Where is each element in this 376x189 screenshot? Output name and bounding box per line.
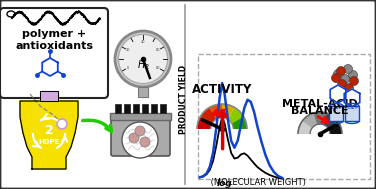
Text: 60: 60 <box>156 48 160 52</box>
Circle shape <box>115 31 171 87</box>
Text: 80: 80 <box>156 66 160 70</box>
Circle shape <box>135 126 145 136</box>
Text: ACTIVITY: ACTIVITY <box>192 83 252 96</box>
Bar <box>329 106 343 121</box>
Circle shape <box>140 137 150 147</box>
Circle shape <box>129 133 139 143</box>
Text: 20: 20 <box>126 48 130 52</box>
Circle shape <box>57 119 67 129</box>
Circle shape <box>332 74 341 83</box>
Bar <box>124 104 130 113</box>
Bar <box>139 90 147 97</box>
Wedge shape <box>227 107 244 123</box>
Wedge shape <box>323 113 338 128</box>
Bar <box>115 104 121 113</box>
Circle shape <box>344 84 353 92</box>
Circle shape <box>350 77 358 85</box>
Text: 2: 2 <box>45 125 53 138</box>
FancyBboxPatch shape <box>0 8 108 98</box>
Wedge shape <box>313 112 327 125</box>
Wedge shape <box>222 104 235 119</box>
Wedge shape <box>328 121 342 134</box>
Polygon shape <box>40 91 58 101</box>
Wedge shape <box>298 121 312 134</box>
Circle shape <box>349 70 358 80</box>
Circle shape <box>344 64 353 74</box>
Text: (MOLECULAR WEIGHT): (MOLECULAR WEIGHT) <box>208 178 306 187</box>
Bar <box>160 104 166 113</box>
Text: HDPE: HDPE <box>38 139 60 145</box>
Bar <box>133 104 139 113</box>
FancyBboxPatch shape <box>111 114 170 156</box>
Wedge shape <box>232 116 247 129</box>
Bar <box>151 104 157 113</box>
Circle shape <box>338 80 347 88</box>
Circle shape <box>122 122 158 158</box>
Text: $H_2$: $H_2$ <box>136 58 149 72</box>
Bar <box>198 54 370 179</box>
Text: PRODUCT YIELD: PRODUCT YIELD <box>179 64 188 134</box>
Circle shape <box>341 74 350 84</box>
Circle shape <box>118 34 168 84</box>
Wedge shape <box>302 113 317 128</box>
Circle shape <box>337 67 346 75</box>
Bar <box>142 104 148 113</box>
Bar <box>110 113 171 120</box>
Circle shape <box>334 70 343 78</box>
Text: log: log <box>217 178 233 187</box>
Text: METAL-ACID: METAL-ACID <box>282 99 358 109</box>
Polygon shape <box>330 85 346 103</box>
Text: polymer +: polymer + <box>22 29 86 39</box>
Text: BALANCE: BALANCE <box>291 106 349 116</box>
Wedge shape <box>209 104 222 119</box>
Wedge shape <box>197 116 212 129</box>
Polygon shape <box>344 89 360 107</box>
Wedge shape <box>200 107 216 123</box>
Text: 40: 40 <box>141 40 145 44</box>
Bar <box>138 87 148 97</box>
Text: 0: 0 <box>127 66 129 70</box>
Text: antioxidants: antioxidants <box>15 41 93 51</box>
Polygon shape <box>20 101 78 169</box>
Bar <box>345 106 359 121</box>
